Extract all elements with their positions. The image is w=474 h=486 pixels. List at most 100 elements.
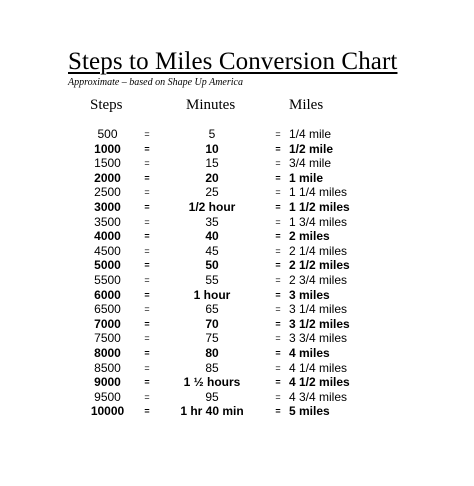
equals-sign: = <box>275 260 281 271</box>
miles-cell: 4 3/4 miles <box>289 389 348 404</box>
steps-cell: 9000 <box>94 375 121 390</box>
miles-cell: 5 miles <box>289 404 330 419</box>
table-row: 1500 = 15 = 3/4 mile <box>0 156 474 171</box>
minutes-cell: 70 <box>205 316 219 331</box>
table-row: 1000 = 10 = 1/2 mile <box>0 142 474 157</box>
column-header-miles: Miles <box>289 97 324 113</box>
minutes-cell: 35 <box>205 214 219 229</box>
table-row: 5000 = 50 = 2 1/2 miles <box>0 258 474 273</box>
equals-sign: = <box>275 391 281 402</box>
table-row: 3500 = 35 = 1 3/4 miles <box>0 215 474 230</box>
equals-sign: = <box>144 362 150 373</box>
miles-cell: 3/4 mile <box>289 156 332 171</box>
minutes-cell: 65 <box>205 302 219 317</box>
table-row: 9000 = 1 ½ hours = 4 1/2 miles <box>0 375 474 390</box>
miles-cell: 4 miles <box>289 345 330 360</box>
steps-cell: 2000 <box>94 170 121 185</box>
minutes-cell: 10 <box>205 141 219 156</box>
equals-sign: = <box>275 406 281 417</box>
steps-cell: 3500 <box>94 214 121 229</box>
equals-sign: = <box>144 333 150 344</box>
table-row: 7000 = 70 = 3 1/2 miles <box>0 317 474 332</box>
equals-sign: = <box>275 158 281 169</box>
equals-sign: = <box>275 172 281 183</box>
steps-cell: 6000 <box>94 287 121 302</box>
equals-sign: = <box>144 304 150 315</box>
equals-sign: = <box>144 260 150 271</box>
equals-sign: = <box>144 216 150 227</box>
equals-sign: = <box>275 289 281 300</box>
steps-cell: 5000 <box>94 258 121 273</box>
equals-sign: = <box>144 274 150 285</box>
steps-cell: 9500 <box>94 389 121 404</box>
steps-cell: 1500 <box>94 156 121 171</box>
equals-sign: = <box>275 216 281 227</box>
table-row: 8500 = 85 = 4 1/4 miles <box>0 361 474 376</box>
minutes-cell: 20 <box>205 170 219 185</box>
steps-cell: 5500 <box>94 272 121 287</box>
minutes-cell: 50 <box>205 258 219 273</box>
miles-cell: 2 1/2 miles <box>289 258 350 273</box>
equals-sign: = <box>275 333 281 344</box>
equals-sign: = <box>144 318 150 329</box>
equals-sign: = <box>144 391 150 402</box>
equals-sign: = <box>144 143 150 154</box>
miles-cell: 2 miles <box>289 229 330 244</box>
steps-cell: 8000 <box>94 345 121 360</box>
minutes-cell: 1 hr 40 min <box>180 404 244 419</box>
equals-sign: = <box>275 347 281 358</box>
steps-cell: 4000 <box>94 229 121 244</box>
equals-sign: = <box>275 129 281 139</box>
steps-cell: 3000 <box>94 199 121 214</box>
minutes-cell: 55 <box>205 272 219 287</box>
equals-sign: = <box>144 347 150 358</box>
steps-cell: 7000 <box>94 316 121 331</box>
table-row: 4000 = 40 = 2 miles <box>0 229 474 244</box>
miles-cell: 4 1/4 miles <box>289 360 348 375</box>
equals-sign: = <box>144 187 150 198</box>
table-row: 2000 = 20 = 1 mile <box>0 171 474 186</box>
miles-cell: 3 miles <box>289 287 330 302</box>
table-row: 10000 = 1 hr 40 min = 5 miles <box>0 404 474 419</box>
equals-sign: = <box>144 158 150 169</box>
miles-cell: 1 1/4 miles <box>289 185 348 200</box>
steps-cell: 1000 <box>94 141 121 156</box>
steps-cell: 10000 <box>90 404 125 419</box>
table-row: 9500 = 95 = 4 3/4 miles <box>0 390 474 405</box>
steps-cell: 8500 <box>94 360 121 375</box>
table-row: 7500 = 75 = 3 3/4 miles <box>0 331 474 346</box>
table-row: 6000 = 1 hour = 3 miles <box>0 288 474 303</box>
minutes-cell: 75 <box>205 331 219 346</box>
table-row: 2500 = 25 = 1 1/4 miles <box>0 185 474 200</box>
equals-sign: = <box>275 231 281 242</box>
table-row: 4500 = 45 = 2 1/4 miles <box>0 244 474 259</box>
steps-cell: 2500 <box>94 185 121 200</box>
steps-cell: 7500 <box>94 331 121 346</box>
equals-sign: = <box>275 304 281 315</box>
steps-cell: 6500 <box>94 302 121 317</box>
miles-cell: 1/2 mile <box>289 141 334 156</box>
table-row: 8000 = 80 = 4 miles <box>0 346 474 361</box>
miles-cell: 1/4 mile <box>289 127 332 141</box>
steps-cell: 500 <box>97 127 118 141</box>
minutes-cell: 40 <box>205 229 219 244</box>
conversion-table: 500 = 5 = 1/4 mile 1000 = 10 = 1/2 mile 1500 = 15 = 3/… <box>0 127 474 419</box>
table-row: 3000 = 1/2 hour = 1 1/2 miles <box>0 200 474 215</box>
miles-cell: 3 1/4 miles <box>289 302 348 317</box>
miles-cell: 3 3/4 miles <box>289 331 348 346</box>
equals-sign: = <box>275 318 281 329</box>
minutes-cell: 85 <box>205 360 219 375</box>
table-row: 500 = 5 = 1/4 mile <box>0 127 474 142</box>
equals-sign: = <box>144 406 150 417</box>
equals-sign: = <box>144 231 150 242</box>
miles-cell: 1 3/4 miles <box>289 214 348 229</box>
equals-sign: = <box>144 201 150 212</box>
minutes-cell: 15 <box>205 156 219 171</box>
minutes-cell: 25 <box>205 185 219 200</box>
table-row: 5500 = 55 = 2 3/4 miles <box>0 273 474 288</box>
minutes-cell: 1 hour <box>193 287 231 302</box>
equals-sign: = <box>144 245 150 256</box>
equals-sign: = <box>144 129 150 139</box>
equals-sign: = <box>144 377 150 388</box>
